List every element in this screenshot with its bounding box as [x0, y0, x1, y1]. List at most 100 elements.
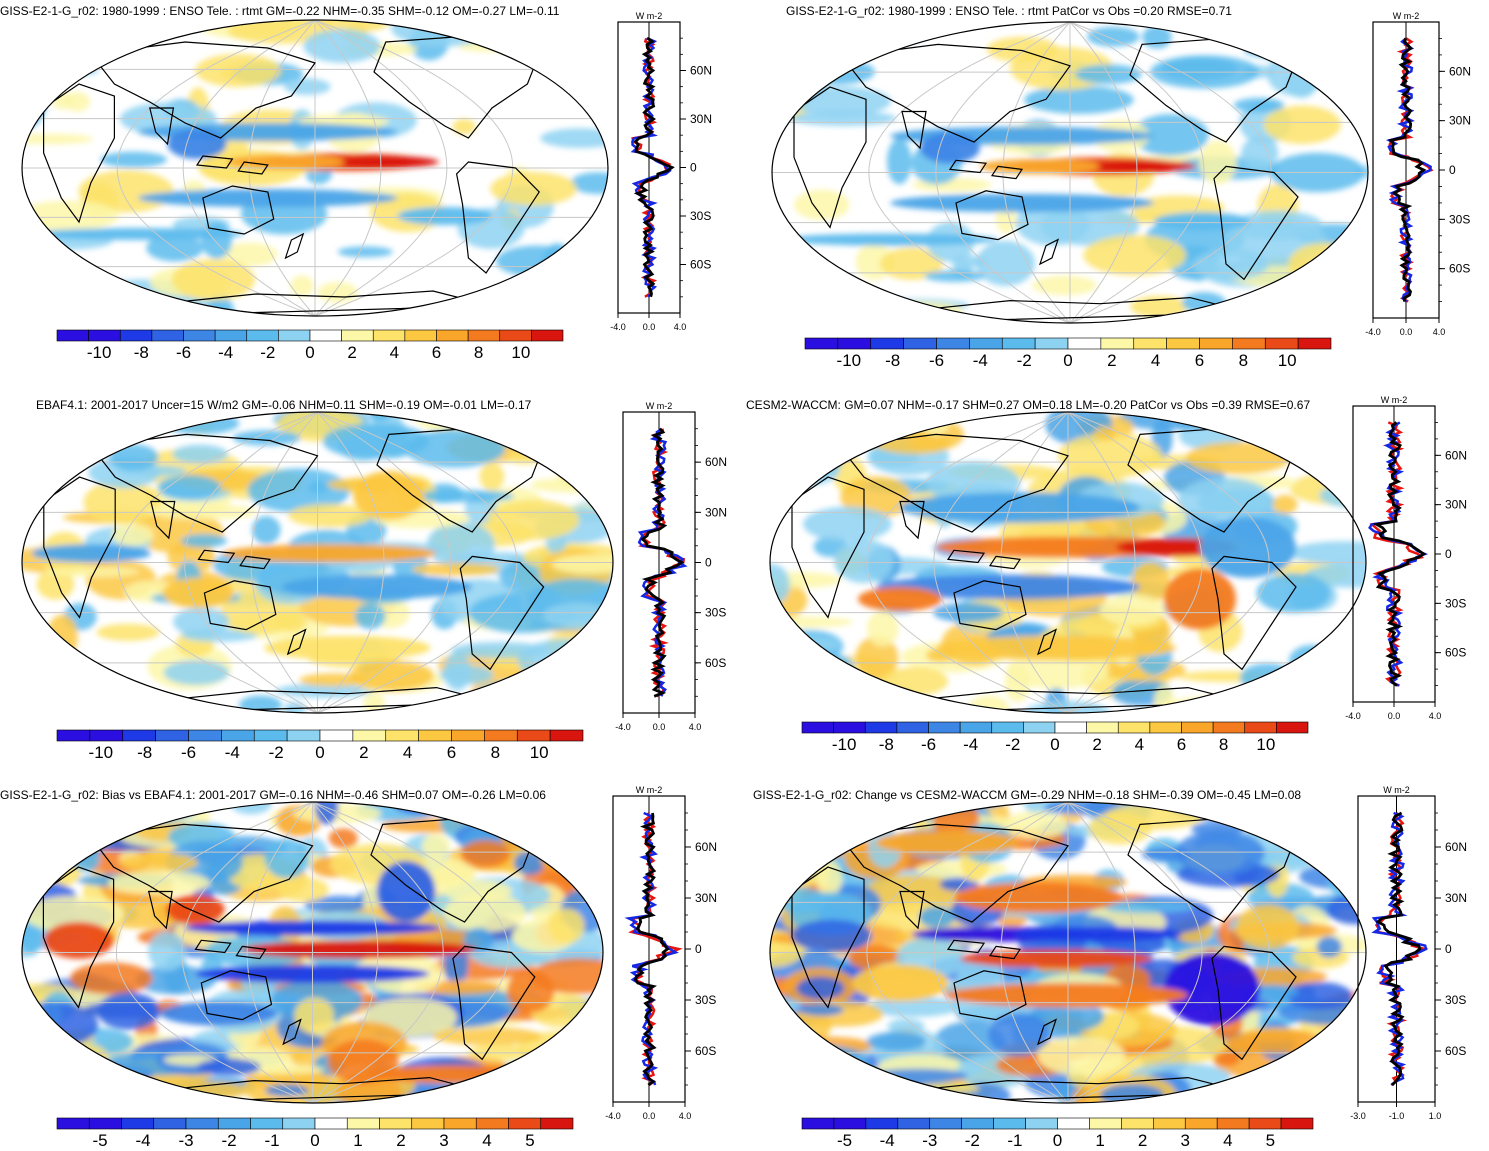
- x-tick-label: -4.0: [615, 722, 631, 732]
- colorbar-box: [508, 1117, 542, 1130]
- x-tick-label: -4.0: [1365, 327, 1381, 337]
- panel-title: EBAF4.1: 2001-2017 Uncer=15 W/m2 GM=-0.0…: [36, 398, 532, 412]
- colorbar-label: -8: [134, 343, 149, 362]
- colorbar-box: [865, 1117, 899, 1130]
- colorbar-label: -1: [1007, 1131, 1022, 1150]
- colorbar-box: [1089, 1117, 1122, 1130]
- lat-tick-label: 60S: [690, 258, 711, 272]
- lat-tick-label: 60S: [695, 1044, 716, 1058]
- colorbar-label: -2: [1005, 735, 1020, 754]
- world-map: [21, 801, 604, 1104]
- colorbar-box: [443, 1117, 477, 1130]
- colorbar-box: [372, 329, 406, 342]
- colorbar-label: 0: [1053, 1131, 1062, 1150]
- colorbar-box: [1086, 721, 1119, 734]
- colorbar-label: 10: [511, 343, 530, 362]
- colorbar-box: [1212, 721, 1246, 734]
- colorbar-label: 4: [1223, 1131, 1232, 1150]
- colorbar-box: [309, 329, 342, 342]
- x-tick-label: -4.0: [610, 322, 626, 332]
- panel-title: GISS-E2-1-G_r02: 1980-1999 : ENSO Tele. …: [786, 4, 1232, 18]
- x-tick-label: -1.0: [1389, 1111, 1405, 1121]
- colorbar-box: [341, 329, 374, 342]
- colorbar-box: [385, 729, 419, 742]
- colorbar-box: [56, 729, 91, 742]
- colorbar-label: 5: [525, 1131, 534, 1150]
- units-label: W m-2: [1393, 11, 1420, 21]
- colorbar-label: -4: [218, 343, 233, 362]
- lat-tick-label: 0: [695, 942, 702, 956]
- x-tick-label: -3.0: [1350, 1111, 1366, 1121]
- colorbar-box: [253, 729, 288, 742]
- colorbar-box: [436, 329, 469, 342]
- colorbar-box: [1264, 337, 1299, 350]
- colorbar-label: 6: [447, 743, 456, 762]
- units-label: W m-2: [636, 11, 663, 21]
- zonal-mean-profile: W m-2 60N 30N 0 30S 60S -3.0 -1.0 1.0: [1350, 785, 1467, 1121]
- lat-tick-label: 30N: [690, 112, 712, 126]
- x-tick-label: 4.0: [674, 322, 687, 332]
- colorbar-box: [185, 1117, 219, 1130]
- world-map: [769, 801, 1367, 1104]
- colorbar-label: 4: [1135, 735, 1144, 754]
- colorbar-box: [56, 1117, 90, 1130]
- colorbar-box: [121, 1117, 155, 1130]
- colorbar-label: -1: [264, 1131, 279, 1150]
- colorbar-label: 8: [491, 743, 500, 762]
- colorbar-label: 1: [1095, 1131, 1104, 1150]
- colorbar-label: -10: [837, 351, 862, 370]
- colorbar-box: [221, 729, 255, 742]
- colorbar-box: [451, 729, 485, 742]
- alt-zonal-mean-line: [1371, 811, 1428, 1086]
- colorbar-box: [801, 1117, 835, 1130]
- colorbar-box: [411, 1117, 445, 1130]
- colorbar-box: [246, 329, 279, 342]
- lat-tick-label: 60N: [1445, 840, 1467, 854]
- x-tick-label: 4.0: [679, 1111, 692, 1121]
- colorbar-label: 0: [1063, 351, 1072, 370]
- panel-title: GISS-E2-1-G_r02: 1980-1999 : ENSO Tele. …: [0, 4, 560, 18]
- colorbar-box: [540, 1117, 574, 1130]
- lat-tick-label: 0: [1445, 942, 1452, 956]
- colorbar-label: -6: [921, 735, 936, 754]
- colorbar-box: [833, 721, 866, 734]
- colorbar-label: -4: [880, 1131, 895, 1150]
- colorbar-box: [1025, 1117, 1058, 1130]
- lat-tick-label: 0: [705, 556, 712, 570]
- colorbar: -10 -8 -6 -4 -2 0 2 4 6 8 10: [804, 337, 1332, 370]
- colorbar-box: [516, 729, 551, 742]
- colorbar: -10 -8 -6 -4 -2 0 2 4 6 8 10: [56, 729, 584, 762]
- obs-zonal-mean-line: [1375, 811, 1422, 1087]
- colorbar-box: [379, 1117, 413, 1130]
- lat-tick-label: 60S: [1449, 262, 1470, 276]
- colorbar-box: [151, 329, 184, 342]
- colorbar-box: [864, 721, 898, 734]
- lat-tick-label: 60N: [1449, 64, 1471, 78]
- colorbar: -10 -8 -6 -4 -2 0 2 4 6 8 10: [56, 329, 564, 362]
- world-map: [771, 21, 1369, 324]
- model-zonal-mean-line: [1369, 421, 1425, 687]
- colorbar-box: [928, 721, 961, 734]
- colorbar-box: [1153, 1117, 1186, 1130]
- panel-title: GISS-E2-1-G_r02: Bias vs EBAF4.1: 2001-2…: [0, 788, 546, 802]
- colorbar-label: 0: [310, 1131, 319, 1150]
- colorbar-label: 1: [353, 1131, 362, 1150]
- x-tick-label: 4.0: [1429, 711, 1442, 721]
- colorbar-label: -3: [922, 1131, 937, 1150]
- x-tick-label: 4.0: [1433, 327, 1446, 337]
- colorbar-box: [929, 1117, 962, 1130]
- colorbar-label: -10: [87, 343, 112, 362]
- colorbar-box: [1117, 721, 1151, 734]
- colorbar-box: [991, 721, 1024, 734]
- colorbar-box: [1133, 337, 1167, 350]
- colorbar-box: [346, 1117, 380, 1130]
- zonal-mean-profile: W m-2 60N 30N 0 30S 60S -4.0 0.0 4.0: [1345, 395, 1467, 721]
- colorbar-label: -5: [837, 1131, 852, 1150]
- colorbar-box: [89, 729, 124, 742]
- colorbar-box: [870, 337, 904, 350]
- colorbar-box: [1184, 1117, 1218, 1130]
- colorbar-box: [314, 1117, 348, 1130]
- colorbar-label: 6: [1195, 351, 1204, 370]
- lat-tick-label: 0: [690, 161, 697, 175]
- units-label: W m-2: [1381, 395, 1408, 405]
